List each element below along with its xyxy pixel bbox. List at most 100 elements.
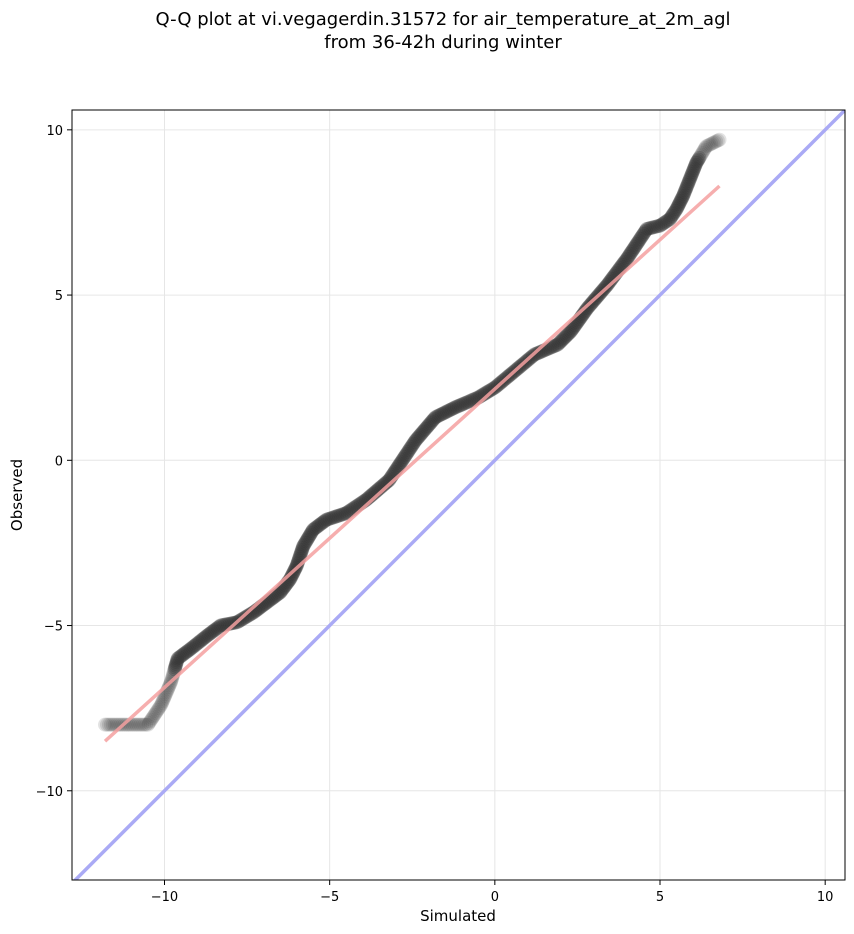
data-point <box>677 185 692 200</box>
data-point <box>545 339 560 354</box>
identity-line-group <box>72 110 845 880</box>
scatter-points <box>98 132 727 732</box>
data-point <box>413 427 428 442</box>
data-point <box>683 170 698 185</box>
data-point <box>676 188 691 203</box>
data-point <box>624 245 639 260</box>
data-point <box>172 650 187 665</box>
data-point <box>409 432 424 447</box>
data-point <box>669 202 684 217</box>
data-point <box>302 529 317 544</box>
data-point <box>165 669 180 684</box>
data-point <box>412 429 427 444</box>
data-point <box>297 537 312 552</box>
data-point <box>298 535 313 550</box>
data-point <box>209 621 224 636</box>
data-point <box>212 619 227 634</box>
data-point <box>634 230 649 245</box>
data-point <box>668 203 683 218</box>
data-point <box>664 210 679 225</box>
data-point <box>623 246 638 261</box>
data-point <box>335 507 350 522</box>
data-point <box>295 542 310 557</box>
data-point <box>188 638 203 653</box>
data-point <box>326 510 341 525</box>
data-point <box>636 226 651 241</box>
data-point <box>206 624 221 639</box>
data-point <box>131 717 146 732</box>
data-point <box>197 630 212 645</box>
data-point <box>405 438 420 453</box>
data-point <box>431 408 446 423</box>
data-point <box>201 627 216 642</box>
data-point <box>204 625 219 640</box>
data-point <box>427 411 442 426</box>
data-point <box>659 214 674 229</box>
data-point <box>406 436 421 451</box>
data-point <box>653 218 668 233</box>
data-point <box>200 628 215 643</box>
data-point <box>169 656 184 671</box>
data-point <box>153 699 168 714</box>
data-point <box>194 633 209 648</box>
data-point <box>681 176 696 191</box>
data-point <box>309 520 324 535</box>
data-point <box>342 503 357 518</box>
data-point <box>213 618 228 633</box>
data-point <box>105 717 120 732</box>
data-point <box>690 154 705 169</box>
data-point <box>559 328 574 343</box>
data-point <box>290 557 305 572</box>
data-point <box>203 626 218 641</box>
data-point <box>617 254 632 269</box>
data-point <box>390 459 405 474</box>
data-point <box>111 717 126 732</box>
data-point <box>645 220 660 235</box>
data-point <box>564 322 579 337</box>
data-point <box>295 541 310 556</box>
data-point <box>312 518 327 533</box>
data-point <box>170 651 185 666</box>
x-tick-label: 10 <box>817 890 834 905</box>
data-point <box>672 195 687 210</box>
data-point <box>241 608 256 623</box>
data-point <box>399 446 414 461</box>
data-point <box>145 711 160 726</box>
data-point <box>621 250 636 265</box>
data-point <box>635 228 650 243</box>
data-point <box>393 456 408 471</box>
data-point <box>294 544 309 559</box>
data-point <box>625 243 640 258</box>
chart-subtitle: from 36-42h during winter <box>324 32 562 53</box>
data-point <box>710 133 725 148</box>
data-point <box>643 221 658 236</box>
data-point <box>566 321 581 336</box>
data-point <box>142 716 157 731</box>
data-point <box>425 413 440 428</box>
data-point <box>150 702 165 717</box>
data-point <box>129 717 144 732</box>
data-point <box>101 717 116 732</box>
data-point <box>632 233 647 248</box>
data-point <box>420 419 435 434</box>
data-point <box>657 215 672 230</box>
data-point <box>397 449 412 464</box>
data-point <box>458 395 473 410</box>
data-point <box>98 717 113 732</box>
data-point <box>185 640 200 655</box>
data-point <box>149 704 164 719</box>
data-point <box>684 166 699 181</box>
data-point <box>550 337 565 352</box>
y-tick-label: 0 <box>55 454 63 469</box>
data-point <box>684 168 699 183</box>
data-point <box>679 181 694 196</box>
data-point <box>688 157 703 172</box>
data-point <box>414 426 429 441</box>
data-point <box>147 707 162 722</box>
data-point <box>671 198 686 213</box>
data-point <box>330 509 345 524</box>
data-point <box>419 420 434 435</box>
data-point <box>271 586 286 601</box>
data-point <box>678 183 693 198</box>
data-point <box>306 522 321 537</box>
